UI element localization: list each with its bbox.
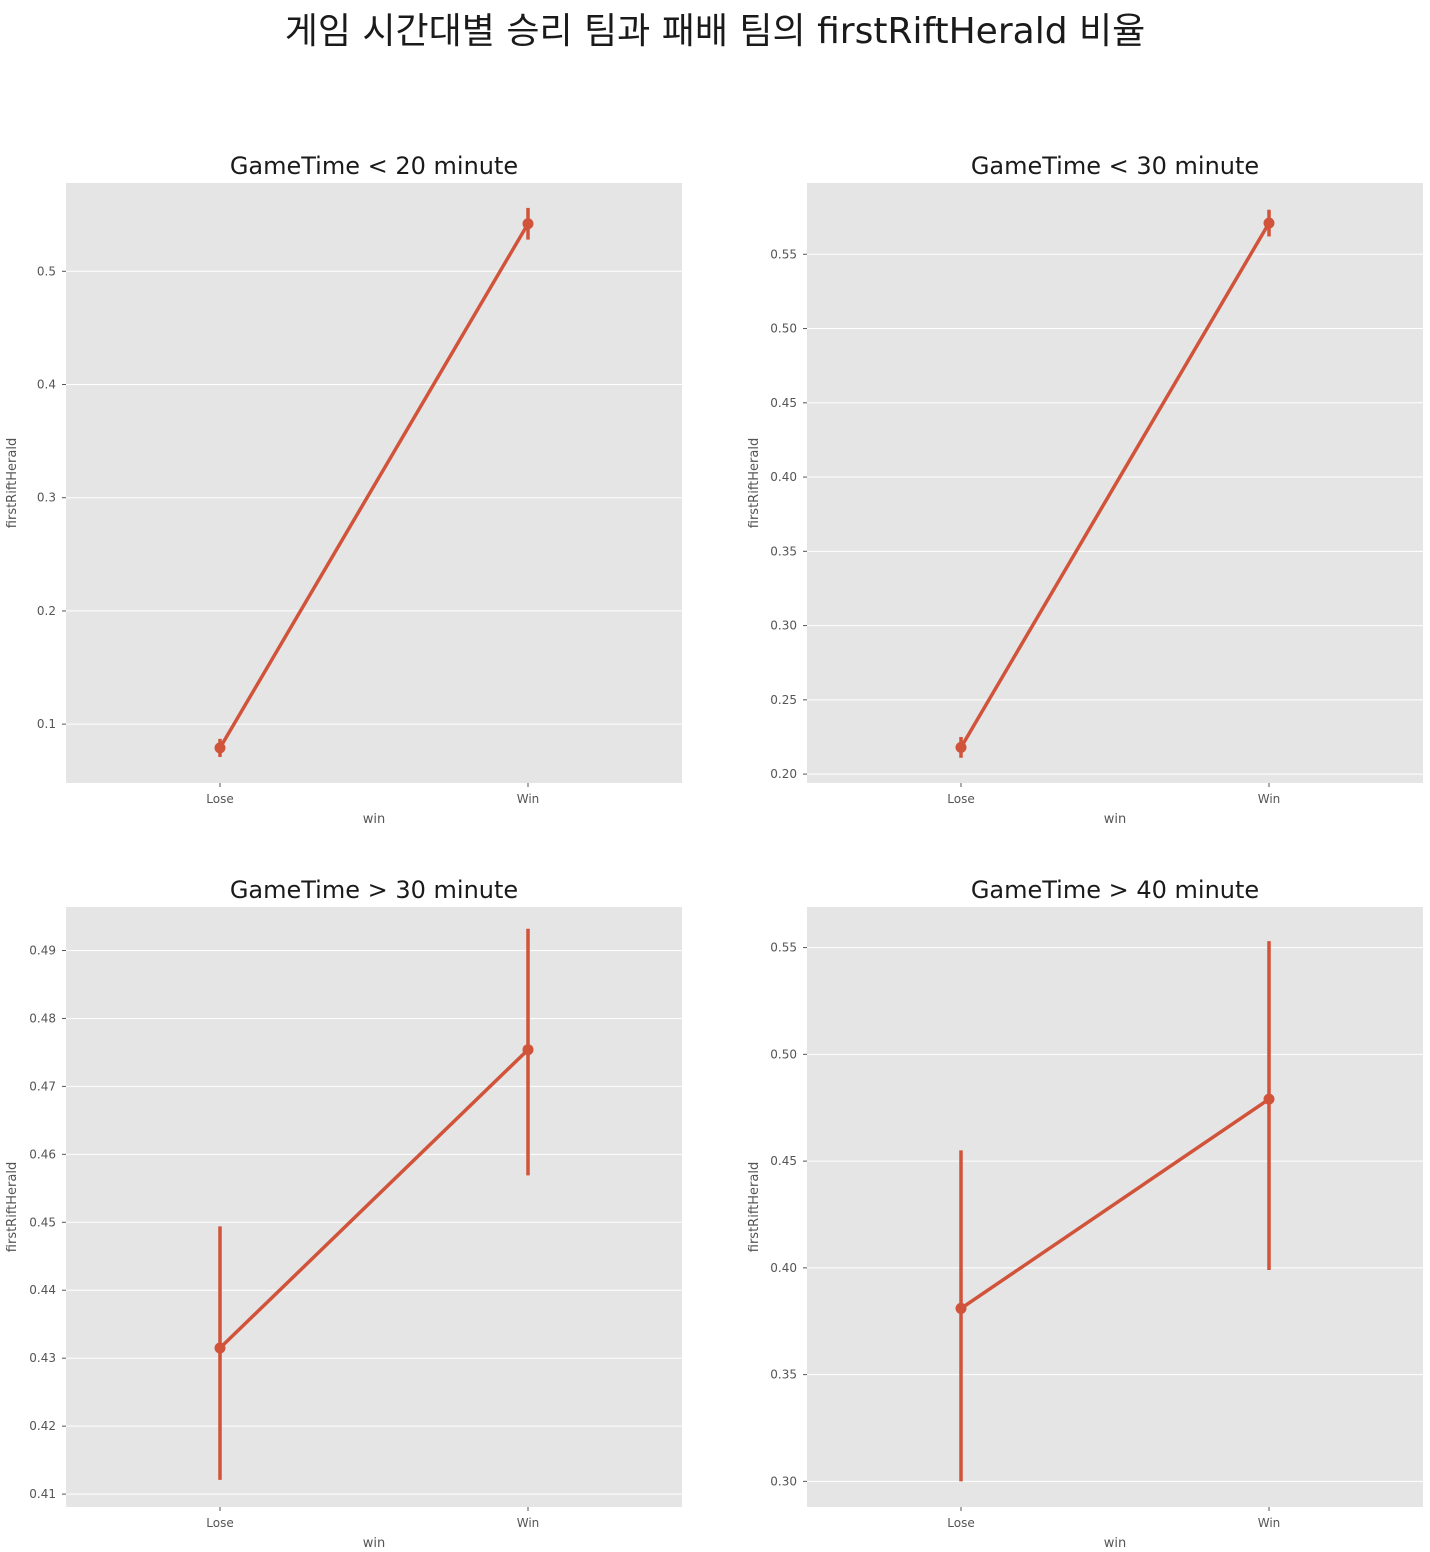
x-axis-label: win (363, 1536, 385, 1551)
y-tick-label: 0.20 (770, 767, 797, 781)
y-tick-label: 0.41 (29, 1487, 56, 1501)
y-tick-label: 0.45 (770, 1154, 797, 1168)
y-tick-label: 0.47 (29, 1079, 56, 1093)
y-tick-label: 0.2 (37, 604, 56, 618)
y-tick-label: 0.35 (770, 544, 797, 558)
y-tick-label: 0.45 (29, 1215, 56, 1229)
x-axis-label: win (1104, 812, 1126, 827)
series-line (218, 222, 530, 749)
y-tick-label: 0.40 (770, 1261, 797, 1275)
y-tick-label: 0.50 (770, 1047, 797, 1061)
data-point-win (1263, 217, 1275, 229)
subplot-title: GameTime > 30 minute (230, 876, 518, 904)
series-line (218, 1048, 530, 1350)
x-tick-label: Win (517, 1516, 540, 1530)
y-tick-label: 0.40 (770, 470, 797, 484)
y-axis-label: firstRiftHerald (5, 1162, 20, 1252)
subplot-2: 0.20 0.25 0.30 0.35 0.40 0.45 0.50 0.55 Lose Win w… (747, 152, 1423, 827)
y-tick-label: 0.3 (37, 491, 56, 505)
data-point-lose (955, 1302, 967, 1314)
subplot-1: 0.1 0.2 0.3 0.4 0.5 Lose Win win firstRiftHerald… (5, 152, 682, 827)
data-point-lose (214, 742, 226, 754)
x-tick-label: Win (1258, 1516, 1281, 1530)
data-point-win (1263, 1093, 1275, 1105)
y-axis-label: firstRiftHerald (747, 438, 762, 528)
subplot-3: 0.41 0.42 0.43 0.44 0.45 0.46 0.47 0.48 0.49 Lose… (5, 876, 682, 1551)
x-tick-label: Lose (947, 792, 974, 806)
y-tick-label: 0.48 (29, 1011, 56, 1025)
x-axis-label: win (1104, 1536, 1126, 1551)
y-tick-label: 0.42 (29, 1419, 56, 1433)
data-point-lose (955, 741, 967, 753)
x-tick-label: Lose (206, 792, 233, 806)
y-axis-label: firstRiftHerald (5, 438, 20, 528)
x-tick-label: Win (517, 792, 540, 806)
plot-area (807, 907, 1423, 1507)
subplot-4: 0.30 0.35 0.40 0.45 0.50 0.55 Lose Win win firstR… (747, 876, 1423, 1551)
y-tick-label: 0.4 (37, 378, 56, 392)
y-tick-label: 0.55 (770, 247, 797, 261)
y-axis-label: firstRiftHerald (747, 1162, 762, 1252)
figure-title: 게임 시간대별 승리 팀과 패배 팀의 firstRiftHerald 비율 (284, 11, 1146, 52)
y-tick-label: 0.43 (29, 1351, 56, 1365)
y-tick-label: 0.35 (770, 1368, 797, 1382)
subplot-title: GameTime < 20 minute (230, 152, 518, 180)
y-tick-label: 0.55 (770, 941, 797, 955)
x-tick-label: Lose (206, 1516, 233, 1530)
y-tick-label: 0.45 (770, 396, 797, 410)
x-tick-label: Win (1258, 792, 1281, 806)
plot-area (66, 907, 682, 1507)
y-tick-label: 0.5 (37, 264, 56, 278)
y-tick-label: 0.46 (29, 1147, 56, 1161)
series-line (959, 222, 1271, 749)
data-point-win (522, 1044, 534, 1056)
y-tick-label: 0.30 (770, 1474, 797, 1488)
data-point-win (522, 218, 534, 230)
data-point-lose (214, 1342, 226, 1354)
series-line (960, 1097, 1270, 1310)
subplot-title: GameTime < 30 minute (971, 152, 1259, 180)
subplot-title: GameTime > 40 minute (971, 876, 1259, 904)
y-tick-label: 0.50 (770, 322, 797, 336)
y-tick-label: 0.49 (29, 943, 56, 957)
y-tick-label: 0.30 (770, 619, 797, 633)
x-axis-label: win (363, 812, 385, 827)
y-tick-label: 0.44 (29, 1283, 56, 1297)
y-tick-label: 0.1 (37, 717, 56, 731)
y-tick-label: 0.25 (770, 693, 797, 707)
x-tick-label: Lose (947, 1516, 974, 1530)
